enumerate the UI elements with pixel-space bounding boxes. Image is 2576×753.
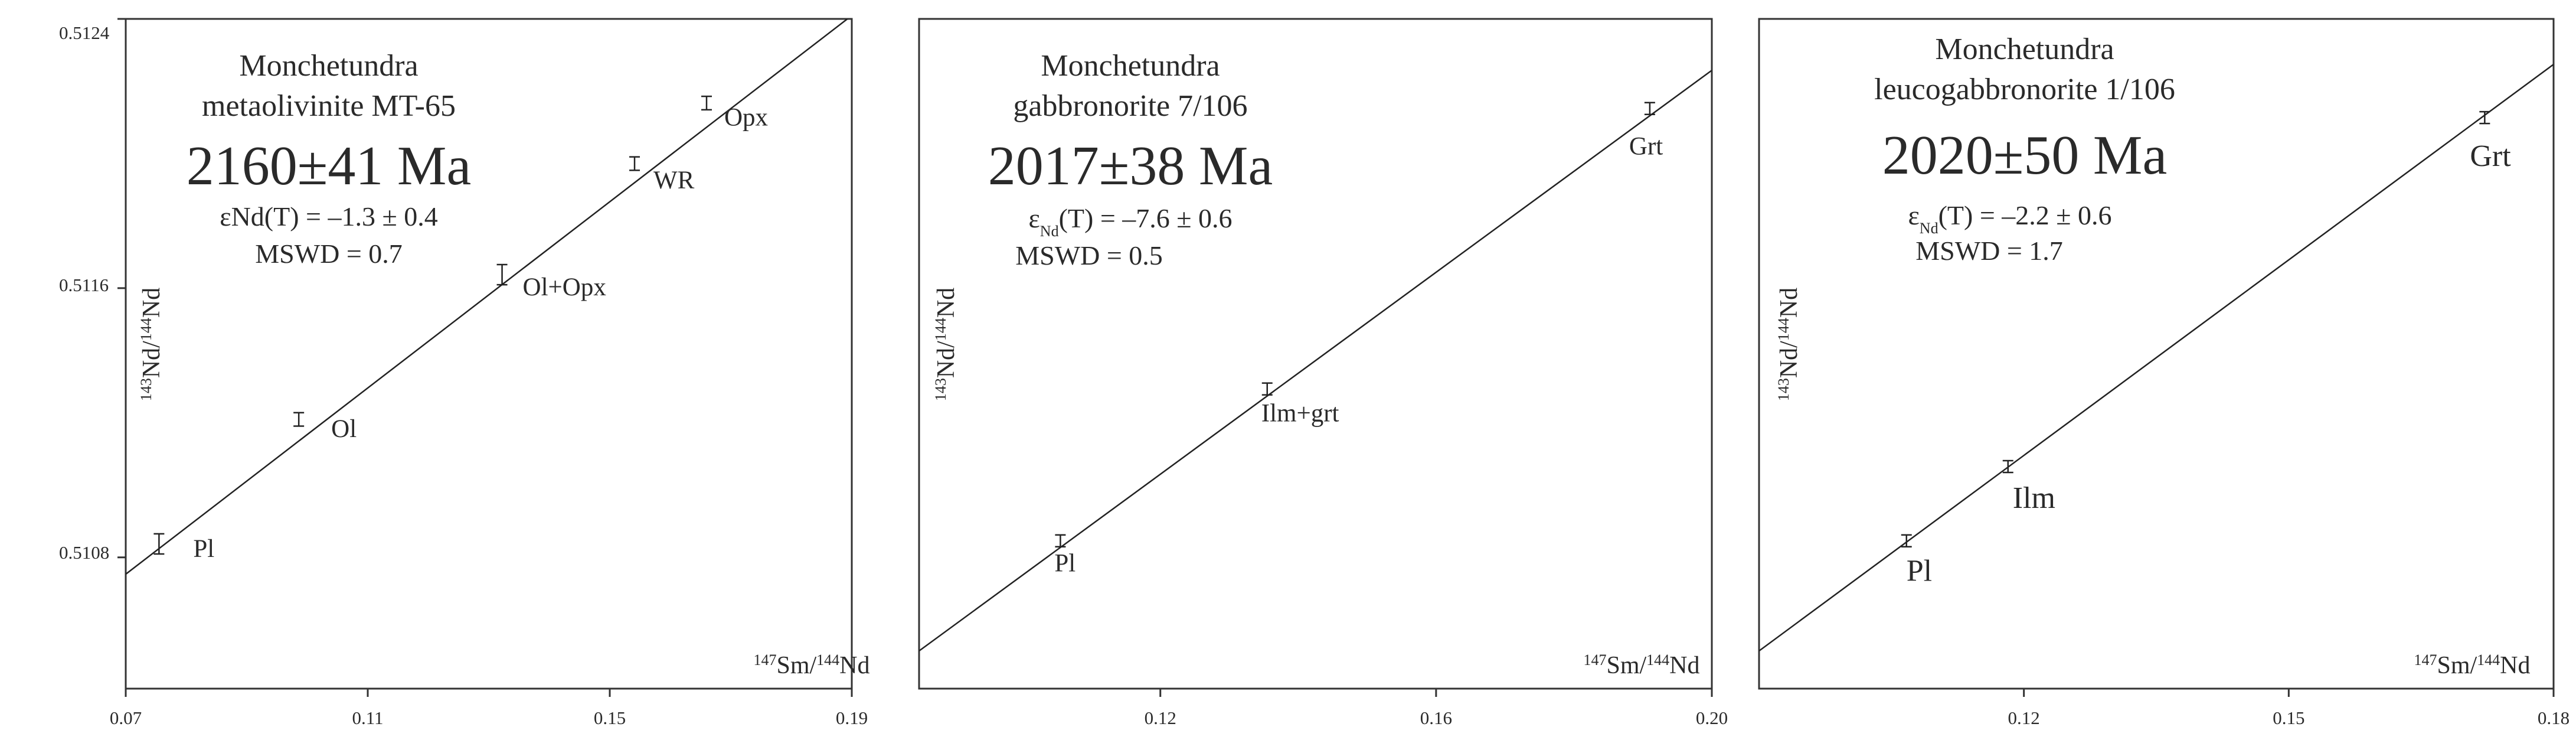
- panel-1-title-line-2: metaolivinite MT-65: [202, 89, 456, 123]
- panel-3-x-ticks: 0.12 0.15 0.18: [2008, 689, 2570, 728]
- data-point: Opx: [701, 95, 768, 131]
- panel-2-mswd: MSWD = 0.5: [1015, 240, 1163, 270]
- point-label: Pl: [1907, 555, 1932, 588]
- panel-2-x-ticks: 0.12 0.16 0.20: [1145, 689, 1728, 728]
- panel-1-x-axis-label: 147Sm/144Nd: [753, 651, 869, 680]
- panel-1-age: 2160±41 Ma: [187, 135, 471, 197]
- x-tick-label: 0.20: [1696, 708, 1728, 728]
- panel-3-title-line-1: Monchetundra: [1935, 32, 2114, 66]
- point-label: Pl: [193, 535, 214, 563]
- data-point: Pl: [1901, 534, 1932, 588]
- panel-3-age: 2020±50 Ma: [1882, 125, 2167, 186]
- y-tick-label: 0.5108: [59, 542, 109, 563]
- data-point: Ol+Opx: [496, 263, 606, 301]
- y-tick-label: 0.5116: [59, 275, 109, 295]
- panel-2-plot-area: Pl Ilm+grt Grt: [919, 70, 1712, 652]
- isochron-line: [126, 19, 849, 575]
- panel-2-age: 2017±38 Ma: [988, 135, 1273, 197]
- point-label: Ilm+grt: [1261, 400, 1339, 428]
- x-tick-label: 0.12: [2008, 708, 2040, 728]
- y-tick-label: 0.5124: [59, 22, 110, 43]
- data-point: WR: [629, 156, 695, 194]
- data-point: Pl: [1054, 534, 1075, 578]
- data-point: Ilm: [2002, 459, 2055, 515]
- panel-2-y-axis-label: 143Nd/144Nd: [932, 288, 960, 401]
- x-tick-label: 0.12: [1145, 708, 1176, 728]
- x-tick-label: 0.19: [836, 708, 868, 728]
- x-tick-label: 0.18: [2538, 708, 2570, 728]
- x-tick-label: 0.15: [2273, 708, 2304, 728]
- isochron-line: [1759, 63, 2554, 652]
- data-point: Grt: [2470, 110, 2511, 173]
- panel-2: 0.12 0.16 0.20 Pl Ilm+grt Grt 143Nd/144Nd 14…: [918, 18, 1728, 728]
- panel-3-mswd: MSWD = 1.7: [1915, 236, 2063, 266]
- point-label: Opx: [724, 103, 768, 131]
- data-point: Grt: [1629, 102, 1663, 161]
- point-label: Ol: [331, 415, 357, 443]
- panel-3-y-axis-label: 143Nd/144Nd: [1775, 288, 1803, 401]
- point-label: Grt: [1629, 133, 1663, 161]
- panel-2-frame: [918, 18, 1713, 690]
- isochron-line: [919, 70, 1712, 652]
- panel-1-frame: [125, 18, 853, 690]
- point-label: Grt: [2470, 139, 2511, 173]
- panel-2-title-line-1: Monchetundra: [1041, 49, 1220, 83]
- data-point: Ilm+grt: [1261, 382, 1339, 428]
- point-label: Pl: [1054, 550, 1075, 578]
- panel-1-title-line-1: Monchetundra: [239, 49, 418, 83]
- data-point: Pl: [153, 533, 214, 563]
- point-label: Ol+Opx: [523, 273, 606, 301]
- x-tick-label: 0.11: [352, 708, 383, 728]
- panel-3-title-line-2: leucogabbronorite 1/106: [1874, 73, 2175, 106]
- x-tick-label: 0.15: [594, 708, 626, 728]
- data-point: Ol: [293, 412, 357, 443]
- panel-3-x-axis-label: 147Sm/144Nd: [2414, 651, 2530, 680]
- panel-1-plot-area: Pl Ol Ol+Opx WR Opx: [126, 19, 849, 575]
- panel-2-title-line-2: gabbronorite 7/106: [1013, 89, 1247, 123]
- x-tick-label: 0.07: [110, 708, 142, 728]
- panel-3: 0.12 0.15 0.18 Pl Ilm Grt 143Nd/144Nd 147Sm/…: [1758, 18, 2570, 728]
- panel-3-frame: [1758, 18, 2555, 690]
- panel-2-epsilon: εNd(T) = –7.6 ± 0.6: [1028, 203, 1232, 240]
- panel-1-y-axis-label: 143Nd/144Nd: [138, 288, 166, 401]
- point-label: WR: [653, 167, 695, 194]
- panel-3-plot-area: Pl Ilm Grt: [1759, 63, 2554, 652]
- panel-1-mswd: MSWD = 0.7: [255, 239, 403, 269]
- x-tick-label: 0.16: [1420, 708, 1452, 728]
- panel-1-epsilon: εNd(T) = –1.3 ± 0.4: [220, 201, 437, 232]
- point-label: Ilm: [2013, 481, 2055, 515]
- panel-3-epsilon: εNd(T) = –2.2 ± 0.6: [1908, 200, 2111, 237]
- panel-1-y-tick-labels: 0.5124 0.5116 0.5108: [59, 22, 110, 563]
- panel-2-x-axis-label: 147Sm/144Nd: [1583, 651, 1699, 680]
- panel-1-x-ticks: 0.07 0.11 0.15 0.19: [110, 18, 868, 728]
- panel-1: 0.5124 0.5116 0.5108 0.07 0.11 0.15 0.19 Pl…: [59, 18, 870, 728]
